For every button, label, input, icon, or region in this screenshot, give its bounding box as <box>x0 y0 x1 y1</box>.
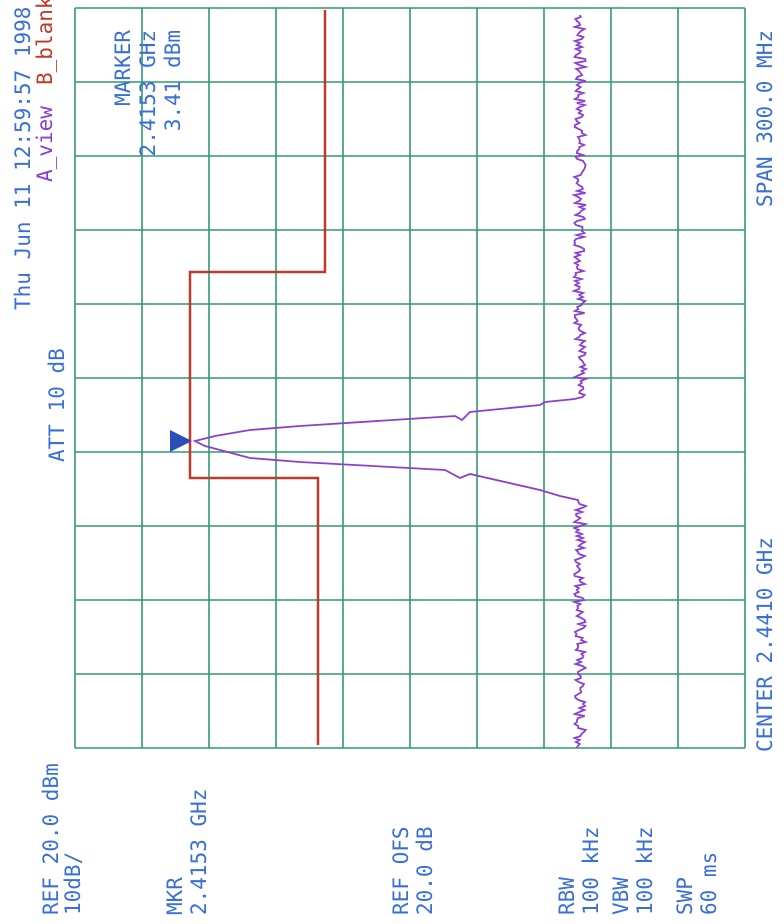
vbw-value: 100 kHz <box>633 826 657 915</box>
spectrum-trace <box>192 14 589 749</box>
ref-ofs-label: REF OFS <box>389 826 413 915</box>
rbw-label: RBW <box>555 877 579 915</box>
mkr-label: MKR <box>163 877 187 915</box>
attenuation: ATT 10 dB <box>45 348 69 462</box>
swp-value: 60 ms <box>697 852 721 915</box>
timestamp: Thu Jun 11 12:59:57 1998 <box>11 7 35 310</box>
span: SPAN 300.0 MHz <box>753 30 777 207</box>
graticule <box>74 7 746 749</box>
limit-mask <box>188 10 327 745</box>
marker-level: 3.41 dBm <box>161 30 185 131</box>
swp-label: SWP <box>673 877 697 915</box>
ref-level: REF 20.0 dBm <box>39 763 63 915</box>
center: CENTER 2.4410 GHz <box>753 537 777 752</box>
marker-triangle <box>170 430 192 452</box>
view-label: A_view <box>33 106 57 182</box>
marker-frequency: 2.4153 GHz <box>136 30 160 156</box>
mkr-frequency: 2.4153 GHz <box>187 789 211 915</box>
scale: 10dB/ <box>61 852 85 915</box>
vbw-label: VBW <box>609 877 633 915</box>
ref-ofs-value: 20.0 dB <box>413 826 437 915</box>
rbw-value: 100 kHz <box>579 826 603 915</box>
marker-title: MARKER <box>111 30 135 106</box>
blank-label: B_blank <box>33 0 57 85</box>
